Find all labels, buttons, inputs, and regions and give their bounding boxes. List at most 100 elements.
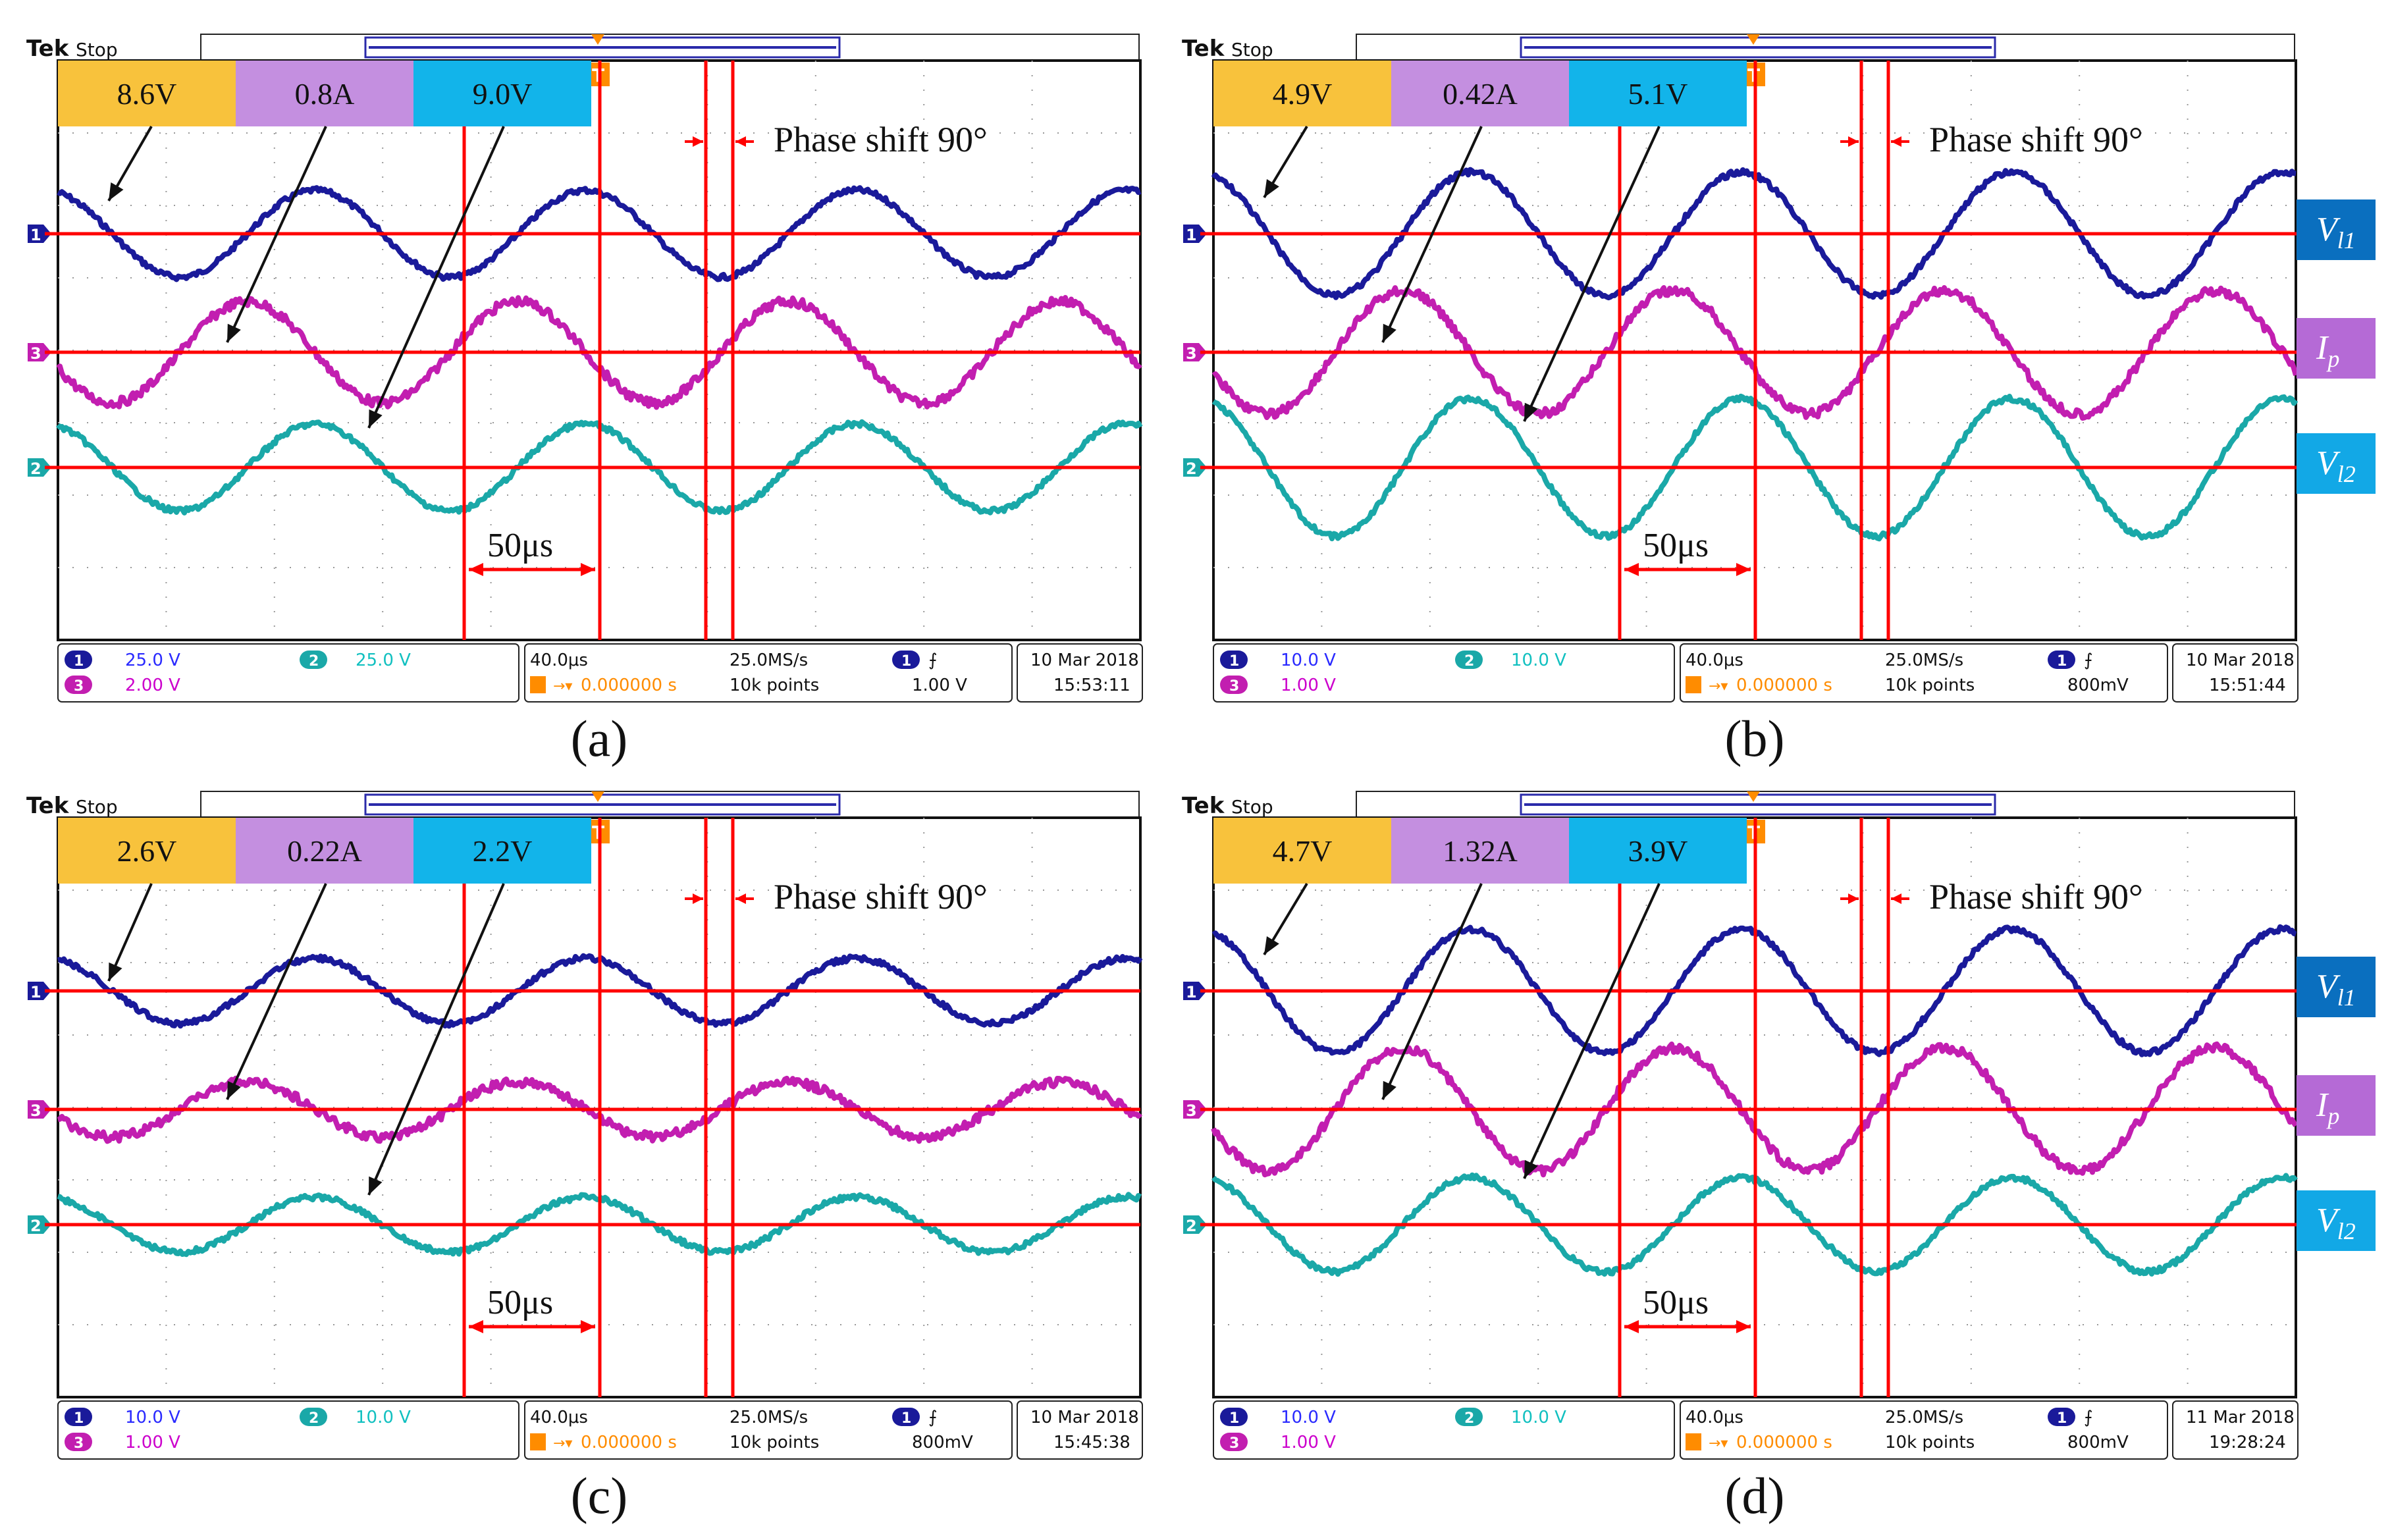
value-box bbox=[236, 61, 413, 126]
channel-marker-2 bbox=[1183, 458, 1207, 477]
channel-chip bbox=[1220, 651, 1248, 669]
phase-arrowhead-right bbox=[1891, 893, 1901, 904]
time-marker-arrow-left bbox=[1624, 1320, 1639, 1333]
trigger-icon bbox=[530, 676, 546, 693]
trigger-level: 800mV bbox=[2067, 1433, 2129, 1452]
tek-logo: Tek bbox=[26, 793, 70, 819]
trigger-level: 800mV bbox=[2067, 676, 2129, 695]
channel-marker-1 bbox=[1183, 225, 1207, 243]
channel-marker-label: 2 bbox=[1186, 1217, 1197, 1235]
readout-horizontal bbox=[524, 1400, 1013, 1460]
channel-chip-label: 2 bbox=[309, 1410, 319, 1427]
channel-marker-3 bbox=[1183, 343, 1207, 361]
channel-marker-label: 1 bbox=[30, 226, 41, 244]
trace-tag bbox=[2297, 199, 2376, 260]
trigger-position: 0.000000 s bbox=[1736, 676, 1832, 695]
trace-tag-base: I bbox=[2316, 1086, 2329, 1124]
pointer-arrowhead bbox=[109, 182, 124, 201]
value-box bbox=[1213, 818, 1391, 884]
scope-panel-2: TekStopT132Phase shift 90°50μs2.6V0.22A2… bbox=[26, 791, 1143, 1524]
channel-marker-1 bbox=[1183, 982, 1207, 1000]
phase-arrowhead-right bbox=[735, 893, 746, 904]
panel-caption: (d) bbox=[1725, 1467, 1785, 1524]
value-box bbox=[1391, 61, 1569, 126]
acquisition-date: 10 Mar 2018 bbox=[1030, 1408, 1139, 1427]
trace-tag bbox=[2297, 318, 2376, 379]
pointer-arrowhead bbox=[1524, 1159, 1538, 1179]
channel-chip-label: 1 bbox=[2057, 1410, 2067, 1427]
channel-marker-3 bbox=[1183, 1100, 1207, 1119]
pointer-arrow bbox=[226, 126, 327, 343]
readout-channels bbox=[57, 1400, 519, 1460]
value-box-label: 3.9V bbox=[1628, 834, 1688, 868]
phase-arrowhead-left bbox=[693, 893, 703, 904]
acquisition-date: 10 Mar 2018 bbox=[2186, 651, 2295, 670]
channel-chip bbox=[65, 676, 92, 694]
channel-chip bbox=[1455, 651, 1483, 669]
ch2-scale: 10.0 V bbox=[356, 1408, 411, 1427]
trigger-position-marker bbox=[1747, 791, 1760, 802]
trace-tag bbox=[2297, 957, 2376, 1017]
trigger-position: 0.000000 s bbox=[581, 1433, 677, 1452]
readout-channels bbox=[1213, 1400, 1675, 1460]
trigger-arrow: →▾ bbox=[1709, 678, 1728, 695]
trace-tag-label: Vl1 bbox=[2316, 968, 2356, 1011]
time-marker-label: 50μs bbox=[487, 527, 553, 564]
trace-tag-sub: l1 bbox=[2337, 227, 2356, 253]
channel-chip-label: 1 bbox=[901, 1410, 911, 1427]
channel-marker-label: 2 bbox=[1186, 460, 1197, 478]
channel-chip-label: 3 bbox=[74, 1435, 84, 1452]
readout-datetime bbox=[2172, 643, 2299, 703]
pointer-arrow bbox=[226, 883, 327, 1100]
pointer-arrow bbox=[107, 883, 153, 982]
trace-tag-sub: l2 bbox=[2337, 1218, 2356, 1244]
trace-tag-base: V bbox=[2316, 1202, 2341, 1239]
channel-marker-label: 1 bbox=[30, 983, 41, 1001]
channel-chip bbox=[1220, 1408, 1248, 1426]
channel-marker-label: 3 bbox=[30, 344, 41, 363]
sample-rate: 25.0MS/s bbox=[1885, 1408, 1963, 1427]
time-marker-label: 50μs bbox=[1643, 527, 1709, 564]
phase-shift-label: Phase shift 90° bbox=[774, 120, 988, 159]
channel-chip-label: 2 bbox=[309, 653, 319, 670]
channel-chip bbox=[65, 651, 92, 669]
channel-chip bbox=[300, 1408, 327, 1426]
channel-marker-2 bbox=[28, 458, 51, 477]
timebase: 40.0μs bbox=[530, 651, 588, 670]
value-box-label: 5.1V bbox=[1628, 77, 1688, 111]
trace-tag bbox=[2297, 1075, 2376, 1136]
channel-chip-label: 2 bbox=[1464, 653, 1474, 670]
trigger-level: 800mV bbox=[912, 1433, 973, 1452]
ch1-scale: 25.0 V bbox=[125, 651, 180, 670]
time-marker-arrow-right bbox=[581, 563, 595, 576]
record-length: 10k points bbox=[1885, 1433, 1975, 1452]
trace-tag-sub: l1 bbox=[2337, 984, 2356, 1011]
trace-tag-base: V bbox=[2316, 444, 2341, 482]
timebase: 40.0μs bbox=[530, 1408, 588, 1427]
channel-chip-label: 1 bbox=[1229, 653, 1239, 670]
ch2-scale: 10.0 V bbox=[1511, 651, 1566, 670]
channel-chip bbox=[65, 1433, 92, 1451]
acquisition-time: 15:45:38 bbox=[1053, 1433, 1130, 1452]
trigger-arrow: →▾ bbox=[553, 1435, 572, 1452]
tek-logo: Tek bbox=[1182, 793, 1225, 819]
pointer-arrow bbox=[1381, 126, 1483, 343]
channel-chip-label: 2 bbox=[1464, 1410, 1474, 1427]
channel-marker-1 bbox=[28, 225, 51, 243]
phase-shift-label: Phase shift 90° bbox=[774, 877, 988, 916]
trace-tag-label: Vl1 bbox=[2316, 211, 2356, 253]
value-box bbox=[1569, 61, 1747, 126]
acquisition-time: 15:53:11 bbox=[1053, 676, 1130, 695]
value-box bbox=[58, 818, 236, 884]
pointer-arrowhead bbox=[227, 323, 241, 342]
channel-chip bbox=[892, 1408, 920, 1426]
panel-caption: (c) bbox=[571, 1467, 628, 1524]
pointer-arrowhead bbox=[1383, 1080, 1396, 1100]
trigger-icon bbox=[1686, 1433, 1701, 1450]
acquisition-status: Stop bbox=[76, 796, 118, 818]
value-box-label: 0.42A bbox=[1443, 77, 1518, 111]
channel-chip bbox=[1455, 1408, 1483, 1426]
pointer-arrowhead bbox=[227, 1080, 241, 1100]
channel-chip-label: 1 bbox=[1229, 1410, 1239, 1427]
timebase: 40.0μs bbox=[1686, 1408, 1743, 1427]
